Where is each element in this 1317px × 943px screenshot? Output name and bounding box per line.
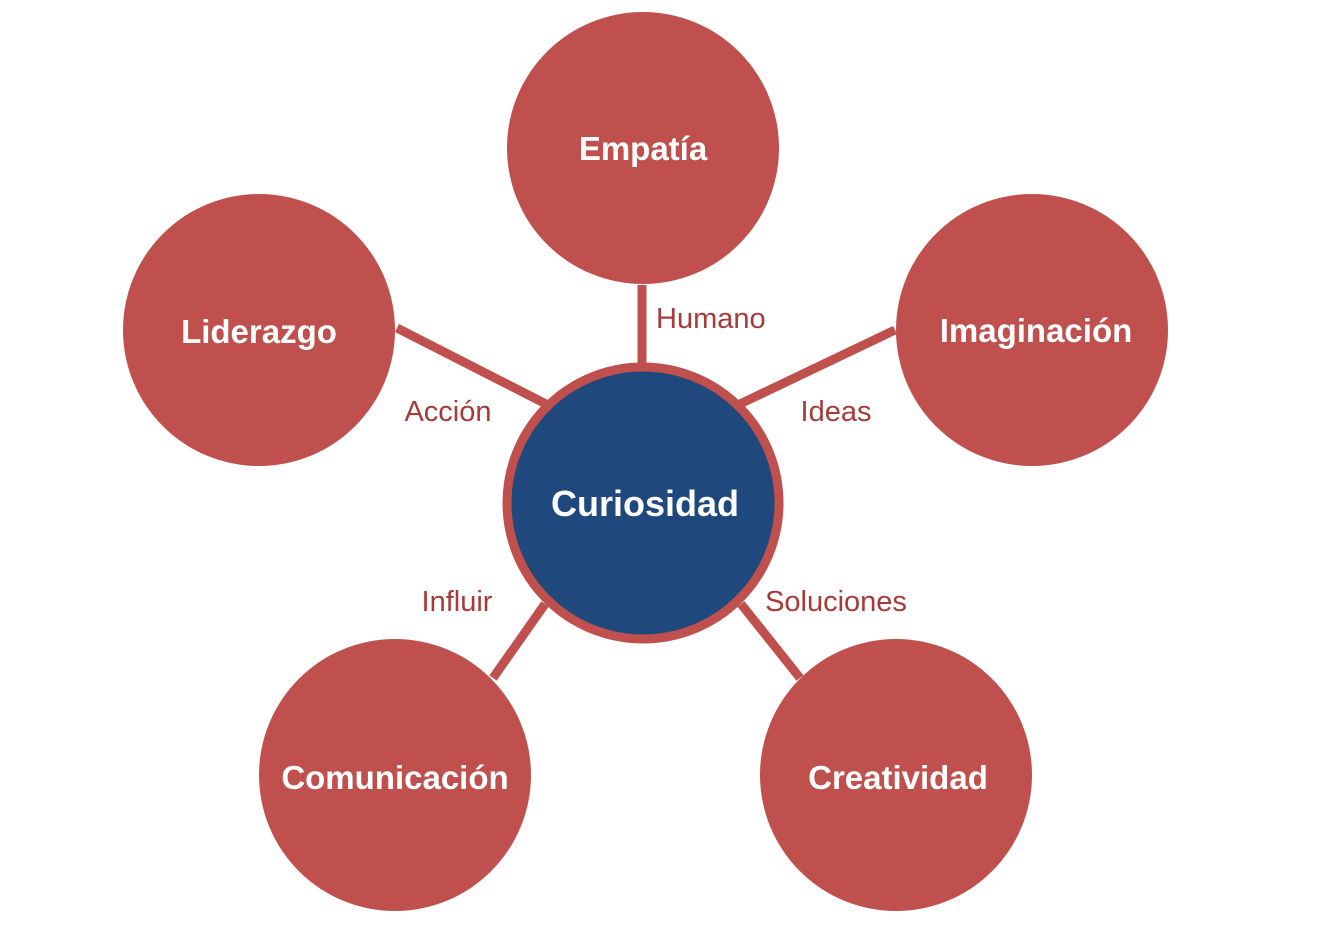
node-imaginacion: Imaginación xyxy=(896,194,1168,466)
connector-labels: Humano Ideas Soluciones Influir Acción xyxy=(404,303,906,618)
connector-label-ideas: Ideas xyxy=(801,396,872,428)
connector-imaginacion xyxy=(738,325,897,409)
node-liderazgo-label: Liderazgo xyxy=(181,313,337,350)
connector-creatividad xyxy=(737,601,804,681)
connector-label-soluciones: Soluciones xyxy=(765,586,907,618)
node-liderazgo-circle xyxy=(123,194,395,466)
node-liderazgo: Liderazgo xyxy=(123,194,395,466)
connector-liderazgo xyxy=(394,323,549,409)
node-comunicacion-circle xyxy=(259,639,531,911)
node-imaginacion-circle xyxy=(896,194,1168,466)
node-comunicacion: Comunicación xyxy=(259,639,531,911)
connector-label-influir: Influir xyxy=(422,586,493,618)
node-creatividad-label: Creatividad xyxy=(808,759,988,796)
node-creatividad-circle xyxy=(760,639,1032,911)
connectors xyxy=(394,285,897,681)
node-empatia-circle xyxy=(507,12,779,284)
connector-label-humano: Humano xyxy=(656,303,766,335)
connector-comunicacion xyxy=(489,601,549,681)
connector-label-accion: Acción xyxy=(404,396,491,428)
node-imaginacion-label: Imaginación xyxy=(940,312,1133,349)
node-empatia-label: Empatía xyxy=(579,130,708,167)
center-node-circle xyxy=(502,362,784,644)
node-comunicacion-label: Comunicación xyxy=(281,759,508,796)
center-node: Curiosidad xyxy=(502,362,784,644)
node-empatia: Empatía xyxy=(507,12,779,284)
center-node-label: Curiosidad xyxy=(551,483,739,524)
node-creatividad: Creatividad xyxy=(760,639,1032,911)
